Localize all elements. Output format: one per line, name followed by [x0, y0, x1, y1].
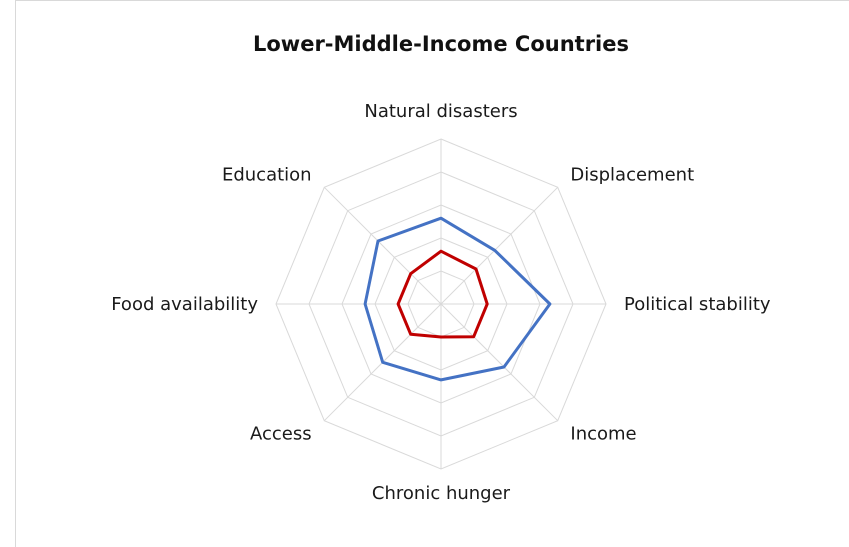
axis-label-natural-disasters: Natural disasters: [364, 101, 517, 122]
grid-layer: [275, 138, 607, 470]
series-2-line: [396, 249, 489, 339]
spoke-4: [440, 303, 559, 422]
axis-label-food-availability: Food availability: [111, 294, 258, 315]
axis-labels: Natural disasters Displacement Political s…: [111, 101, 771, 504]
series-layer: [363, 216, 552, 382]
axis-label-chronic-hunger: Chronic hunger: [372, 483, 511, 504]
axis-label-education: Education: [222, 165, 312, 186]
spoke-8: [323, 186, 442, 305]
axis-label-income: Income: [570, 423, 636, 444]
axis-label-displacement: Displacement: [570, 165, 694, 186]
chart-frame: [15, 0, 849, 547]
spoke-2: [440, 186, 559, 305]
chart-title: Lower-Middle-Income Countries: [253, 32, 629, 56]
axis-label-access: Access: [250, 423, 312, 444]
axis-label-political-stability: Political stability: [624, 294, 771, 315]
series-1-line: [363, 216, 552, 382]
